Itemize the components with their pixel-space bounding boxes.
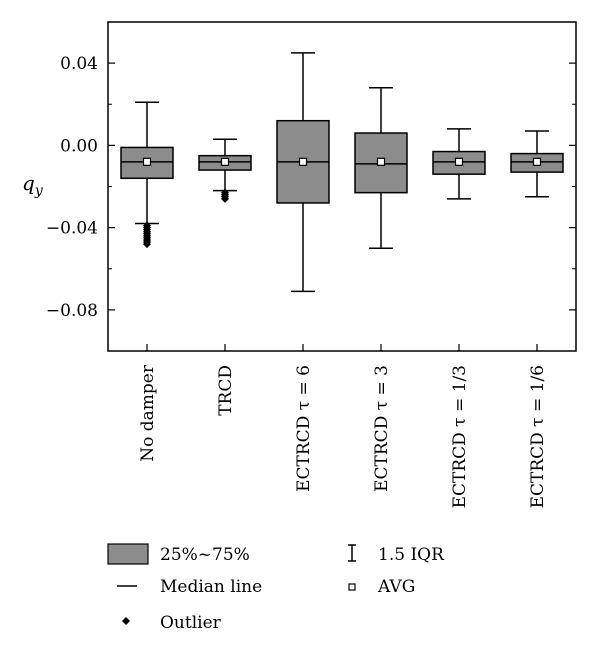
y-tick-label: 0.04 bbox=[60, 54, 98, 74]
legend-mean-label: AVG bbox=[377, 577, 415, 597]
y-tick-label: −0.04 bbox=[46, 219, 98, 239]
x-category-label: ECTRCD τ = 1/3 bbox=[450, 365, 470, 508]
legend-whisker-swatch bbox=[348, 544, 356, 562]
legend-item-mean: AVG bbox=[348, 577, 415, 597]
legend-item-box: 25%~75% bbox=[107, 543, 250, 565]
mean-marker bbox=[454, 157, 464, 166]
legend-mean-swatch bbox=[348, 583, 356, 591]
mean-marker bbox=[298, 157, 308, 166]
legend-outlier-swatch bbox=[122, 617, 130, 625]
x-category-label: ECTRCD τ = 3 bbox=[372, 365, 392, 492]
mean-marker bbox=[220, 157, 230, 166]
legend-item-median: Median line bbox=[117, 577, 262, 597]
legend-median-label: Median line bbox=[160, 577, 262, 597]
y-tick-label: 0.00 bbox=[60, 136, 98, 156]
legend-item-whisker: 1.5 IQR bbox=[348, 544, 445, 565]
legend-box-swatch bbox=[107, 543, 149, 565]
x-category-label: ECTRCD τ = 6 bbox=[294, 365, 314, 492]
x-category-label: No damper bbox=[138, 364, 158, 462]
mean-marker bbox=[532, 157, 542, 166]
x-category-label: TRCD bbox=[216, 365, 236, 416]
y-tick-label: −0.08 bbox=[46, 301, 98, 321]
legend: 25%~75% Median line Outlier 1.5 IQR AVG bbox=[107, 543, 445, 633]
outlier-point bbox=[221, 194, 229, 203]
x-category-label: ECTRCD τ = 1/6 bbox=[528, 365, 548, 508]
y-axis-label: qy bbox=[22, 171, 44, 199]
legend-outlier-label: Outlier bbox=[160, 613, 222, 633]
plot-frame bbox=[107, 21, 577, 352]
outlier-point bbox=[143, 240, 151, 249]
mean-marker bbox=[376, 157, 386, 166]
legend-item-outlier: Outlier bbox=[122, 613, 222, 633]
legend-box-label: 25%~75% bbox=[160, 545, 250, 565]
mean-marker bbox=[142, 157, 152, 166]
legend-whisker-label: 1.5 IQR bbox=[378, 545, 445, 565]
